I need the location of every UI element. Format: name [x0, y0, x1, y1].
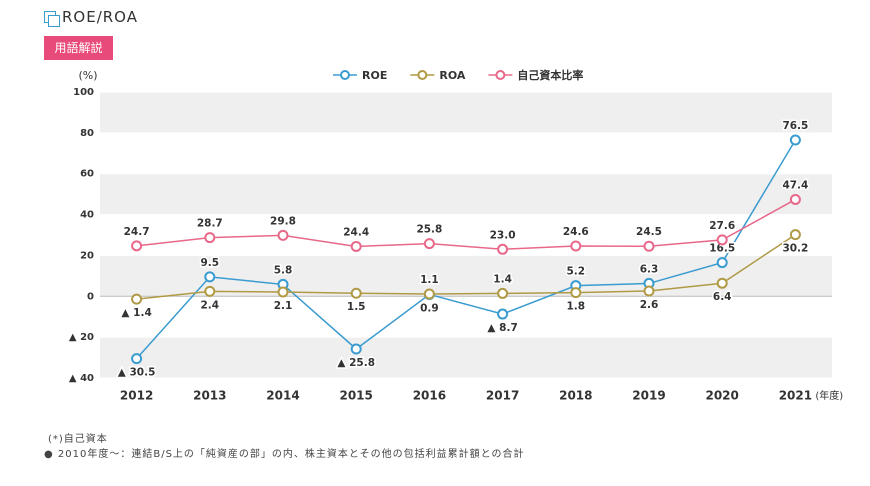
data-point [277, 286, 289, 298]
x-unit: (年度) [815, 389, 843, 402]
page-title: ROE/ROA [62, 8, 138, 26]
grid-band [100, 337, 832, 378]
data-point [497, 287, 509, 299]
legend-marker [417, 70, 428, 80]
data-point [131, 293, 143, 305]
data-point [204, 271, 216, 283]
grid-band [100, 173, 832, 215]
x-tick-label: 2020 [705, 389, 738, 403]
data-label: 47.4 [782, 179, 808, 191]
data-point [350, 287, 362, 299]
y-tick-label: 100 [73, 87, 94, 98]
legend-label: ROA [439, 69, 466, 82]
x-tick-label: 2016 [413, 389, 446, 403]
grid-band [100, 255, 832, 297]
series-line [136, 198, 796, 251]
legend-label: 自己資本比率 [517, 68, 583, 82]
x-tick-label: 2021 [779, 389, 812, 403]
data-label: 28.7 [197, 218, 223, 230]
data-point [716, 257, 728, 269]
series-line [136, 139, 797, 360]
x-tick-label: 2012 [120, 389, 153, 403]
data-point [131, 240, 143, 252]
data-label: 2.1 [274, 300, 293, 312]
data-point [570, 240, 582, 252]
glossary-button[interactable]: 用語解説 [44, 36, 113, 60]
data-point [789, 229, 801, 241]
data-point [423, 238, 435, 250]
data-point [789, 134, 801, 146]
data-label: ▲ 30.5 [118, 367, 156, 379]
data-label: 24.7 [124, 226, 150, 238]
data-label: ▲ 1.4 [121, 307, 151, 319]
data-label: ▲ 25.8 [337, 357, 375, 369]
y-tick-label: 60 [80, 169, 94, 180]
data-label: 1.5 [347, 301, 366, 313]
data-label: 0.9 [420, 302, 439, 314]
title-icon [48, 15, 60, 27]
data-label: 23.0 [490, 229, 516, 241]
x-tick-label: 2015 [339, 389, 372, 403]
data-point [350, 240, 362, 252]
y-tick-label: 20 [80, 250, 94, 261]
data-label: 29.8 [270, 215, 296, 227]
data-point [497, 243, 509, 255]
x-tick-label: 2017 [486, 389, 519, 403]
x-tick-label: 2013 [193, 389, 226, 403]
data-point [570, 287, 582, 299]
legend-label: ROE [362, 69, 387, 82]
grid-band [100, 92, 832, 133]
data-label: 1.4 [493, 273, 512, 285]
data-point [643, 240, 655, 252]
y-tick-label: ▲ 20 [69, 332, 94, 343]
data-point [497, 308, 509, 320]
data-point [204, 285, 216, 297]
data-point [423, 288, 435, 300]
data-point [716, 234, 728, 246]
footnote-row: ● 2010年度～：連結B/S上の「純資産の部」の内、株主資本とその他の包括利益… [44, 449, 525, 460]
data-label: 5.8 [274, 264, 293, 276]
data-label: 6.3 [640, 263, 659, 275]
legend-marker [495, 70, 506, 80]
data-label: 5.2 [566, 266, 585, 278]
y-tick-label: 80 [80, 128, 94, 139]
footnote: (*)自己資本 [48, 434, 108, 445]
x-tick-label: 2018 [559, 389, 592, 403]
data-label: 25.8 [416, 224, 442, 236]
chart: (%) ▲ 40 ▲ 20 0 20 40 60 80 100 2012 2013 2014 2015… [69, 68, 843, 403]
data-label: 30.2 [782, 243, 808, 255]
data-label: 2.6 [640, 299, 659, 311]
data-label: 76.5 [782, 120, 808, 132]
data-point [350, 343, 362, 355]
legend-marker [340, 70, 350, 80]
data-label: 2.4 [200, 299, 219, 311]
x-tick-label: 2019 [632, 389, 665, 403]
data-point [277, 229, 289, 241]
series-line [136, 233, 796, 300]
data-label: 9.5 [200, 257, 219, 269]
data-label: 16.5 [709, 243, 735, 255]
data-label: ▲ 8.7 [487, 322, 517, 334]
x-tick-label: 2014 [266, 389, 299, 403]
data-label: 27.6 [709, 220, 735, 232]
data-label: 24.6 [563, 226, 589, 238]
y-tick-label: 0 [87, 291, 94, 302]
data-point [204, 232, 216, 244]
data-point [131, 353, 143, 365]
data-point [643, 285, 655, 297]
data-point [789, 193, 801, 205]
y-tick-label: ▲ 40 [69, 373, 94, 384]
data-point [716, 277, 728, 289]
y-axis-label: (%) [78, 69, 97, 82]
data-label: 24.5 [636, 226, 662, 238]
data-label: 1.8 [566, 301, 585, 313]
y-tick-label: 40 [80, 210, 94, 221]
data-label: 1.1 [420, 274, 439, 286]
data-label: 6.4 [713, 291, 732, 303]
footnote: 2010年度～：連結B/S上の「純資産の部」の内、株主資本とその他の包括利益累計… [57, 449, 525, 460]
data-label: 24.4 [343, 226, 369, 238]
